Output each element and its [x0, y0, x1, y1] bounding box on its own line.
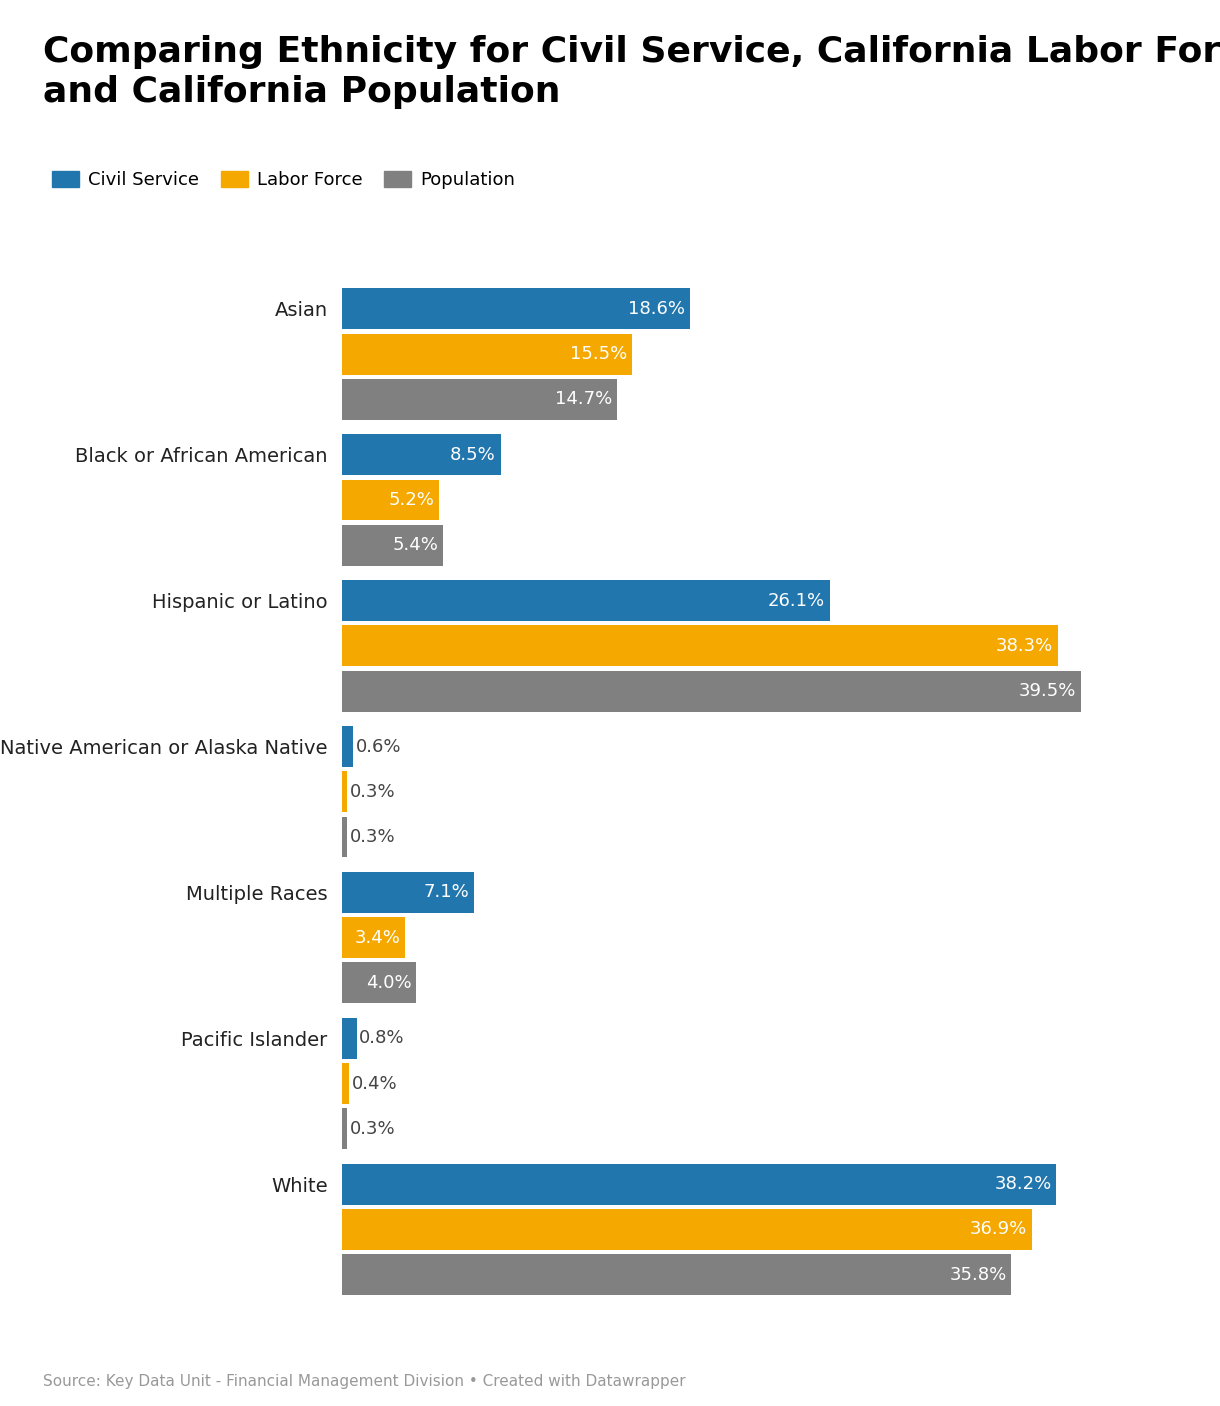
Text: 38.2%: 38.2% [994, 1175, 1052, 1194]
Text: 0.6%: 0.6% [356, 738, 401, 755]
Bar [342, 1018, 356, 1059]
Bar [342, 626, 1058, 666]
Bar [342, 333, 632, 374]
Text: 39.5%: 39.5% [1019, 682, 1076, 700]
Text: 0.3%: 0.3% [350, 1119, 395, 1137]
Bar [342, 872, 475, 912]
Text: 36.9%: 36.9% [970, 1220, 1027, 1239]
Bar [342, 434, 500, 475]
Bar [342, 1209, 1032, 1250]
Bar [342, 380, 616, 420]
Text: 38.3%: 38.3% [997, 637, 1053, 655]
Text: 7.1%: 7.1% [425, 883, 470, 901]
Bar [342, 1108, 348, 1149]
Text: 5.4%: 5.4% [392, 536, 438, 554]
Bar [342, 963, 416, 1004]
Text: 26.1%: 26.1% [769, 592, 825, 610]
Text: 4.0%: 4.0% [366, 974, 412, 991]
Bar [342, 917, 405, 957]
Text: 5.2%: 5.2% [388, 491, 434, 509]
Bar [342, 524, 443, 565]
Text: 3.4%: 3.4% [355, 929, 400, 946]
Text: 35.8%: 35.8% [949, 1265, 1006, 1284]
Text: 0.3%: 0.3% [350, 783, 395, 801]
Text: 0.3%: 0.3% [350, 828, 395, 846]
Bar [342, 479, 439, 520]
Bar [342, 1254, 1011, 1295]
Bar [342, 671, 1081, 711]
Text: 8.5%: 8.5% [450, 446, 495, 464]
Bar [342, 288, 689, 329]
Text: Source: Key Data Unit - Financial Management Division • Created with Datawrapper: Source: Key Data Unit - Financial Manage… [43, 1374, 686, 1389]
Text: 14.7%: 14.7% [555, 391, 612, 408]
Text: 0.4%: 0.4% [351, 1074, 398, 1092]
Legend: Civil Service, Labor Force, Population: Civil Service, Labor Force, Population [51, 170, 515, 188]
Bar [342, 772, 348, 813]
Bar [342, 581, 830, 621]
Bar [342, 817, 348, 858]
Text: 15.5%: 15.5% [570, 344, 627, 363]
Text: 0.8%: 0.8% [360, 1029, 405, 1047]
Text: Comparing Ethnicity for Civil Service, California Labor Force,
and California Po: Comparing Ethnicity for Civil Service, C… [43, 35, 1220, 108]
Bar [342, 1164, 1057, 1205]
Text: 18.6%: 18.6% [628, 299, 684, 318]
Bar [342, 1063, 349, 1104]
Bar [342, 725, 353, 768]
